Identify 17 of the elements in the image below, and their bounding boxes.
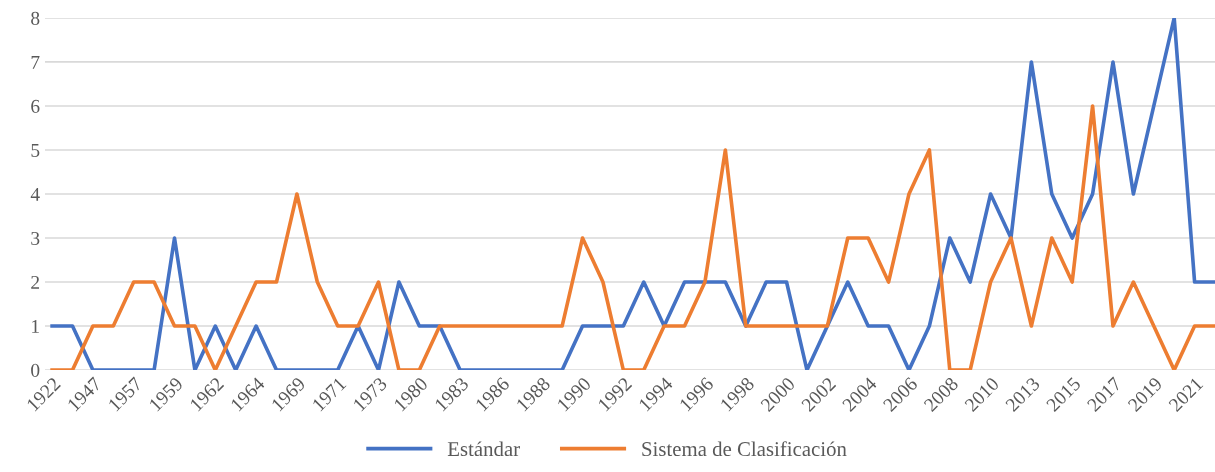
x-tick-label: 1998: [719, 376, 755, 412]
y-tick-label: 3: [31, 231, 40, 245]
y-tick-label: 7: [31, 55, 40, 69]
x-tick-label: 2021: [1168, 376, 1204, 413]
line-series: [50, 17, 1215, 371]
y-tick-label: 6: [31, 99, 40, 113]
y-tick-label: 8: [31, 11, 40, 25]
legend-label: Estándar: [447, 441, 520, 457]
x-tick-label: 1971: [311, 376, 347, 412]
y-tick-label: 4: [30, 187, 40, 201]
x-tick-label: 1988: [515, 376, 551, 412]
y-tick-label: 0: [31, 363, 40, 377]
line-series: [50, 104, 1215, 371]
legend-label: Sistema de Clasificación: [642, 441, 847, 457]
y-tick-label: 2: [31, 275, 40, 289]
y-tick-label: 5: [31, 143, 40, 157]
y-tick-label: 1: [32, 319, 39, 333]
